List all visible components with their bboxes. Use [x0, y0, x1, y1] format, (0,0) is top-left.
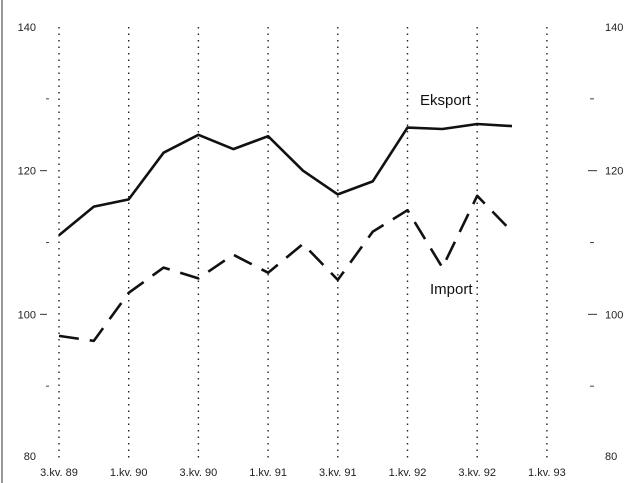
x-tick-label: 3.kv. 90: [180, 467, 218, 479]
series-label-eksport: Eksport: [420, 92, 472, 109]
y-tick-label-left: 80: [24, 451, 36, 463]
y-tick-label-right: 140: [605, 22, 623, 34]
x-tick-label: 1.kv. 91: [249, 467, 287, 479]
x-tick-label: 3.kv. 92: [458, 467, 496, 479]
series-line-import: [58, 194, 513, 343]
x-tick-label: 1.kv. 92: [389, 467, 427, 479]
series-line-eksport: [58, 122, 513, 237]
x-tick-label: 1.kv. 90: [110, 467, 148, 479]
y-tick-label-left: 140: [18, 22, 36, 34]
x-tick-label: 3.kv. 91: [319, 467, 357, 479]
y-tick-label-right: 120: [605, 166, 623, 178]
y-tick-label-left: 120: [18, 166, 36, 178]
y-tick-label-left: 100: [18, 309, 36, 321]
y-tick-label-right: 80: [605, 451, 617, 463]
x-tick-label: 1.kv. 93: [528, 467, 566, 479]
series-label-import: Import: [430, 281, 473, 298]
x-tick-label: 3.kv. 89: [40, 467, 78, 479]
y-tick-label-right: 100: [605, 309, 623, 321]
